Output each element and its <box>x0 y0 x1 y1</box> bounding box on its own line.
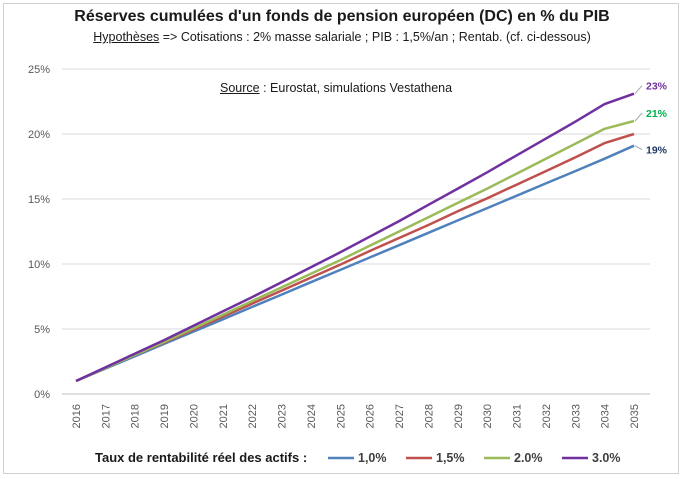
chart-frame <box>3 3 679 474</box>
source-lead: Source <box>220 81 260 95</box>
x-tick-label: 2029 <box>453 404 465 428</box>
y-tick-label: 0% <box>34 389 50 401</box>
x-tick-label: 2017 <box>100 404 112 428</box>
end-labels: 19% 21% 23% <box>634 81 668 157</box>
x-tick-label: 2028 <box>423 404 435 428</box>
legend-entry: 2.0% <box>514 451 543 465</box>
series-line <box>75 119 635 383</box>
legend: 1,0% 1,5% 2.0% 3.0% <box>328 451 621 465</box>
series-line <box>75 144 635 383</box>
x-tick-label: 2024 <box>306 404 318 428</box>
end-label: 21% <box>646 108 668 120</box>
y-tick-label: 20% <box>28 129 50 141</box>
x-tick-label: 2023 <box>277 404 289 428</box>
y-tick-label: 10% <box>28 259 50 271</box>
chart-title: Réserves cumulées d'un fonds de pension … <box>74 8 610 25</box>
x-tick-label: 2034 <box>600 404 612 428</box>
x-tick-label: 2018 <box>130 404 142 428</box>
x-tick-label: 2031 <box>512 404 524 428</box>
x-tick-labels: 2016 2017 2018 2019 2020 2021 2022 2023 2024 2025… <box>71 404 641 428</box>
x-tick-label: 2019 <box>159 404 171 428</box>
y-tick-label: 15% <box>28 194 50 206</box>
y-tick-labels: 0% 5% 10% 15% 20% 25% <box>28 64 50 401</box>
legend-entry: 1,5% <box>436 451 465 465</box>
x-tick-label: 2030 <box>482 404 494 428</box>
source-annotation: Source : Eurostat, simulations Vestathen… <box>220 81 452 95</box>
end-label: 23% <box>646 81 668 93</box>
legend-entry: 1,0% <box>358 451 387 465</box>
x-tick-label: 2016 <box>71 404 83 428</box>
end-label-leader <box>634 112 643 122</box>
y-tick-label: 5% <box>34 324 50 336</box>
end-label-leader <box>634 85 643 95</box>
x-tick-label: 2033 <box>570 404 582 428</box>
subtitle-rest: => Cotisations : 2% masse salariale ; PI… <box>159 30 591 44</box>
series-lines <box>75 92 635 383</box>
series-line <box>75 92 635 383</box>
subtitle-lead: Hypothèses <box>93 30 160 44</box>
x-tick-label: 2022 <box>247 404 259 428</box>
source-rest: : Eurostat, simulations Vestathena <box>259 81 453 95</box>
x-tick-label: 2032 <box>541 404 553 428</box>
x-tick-label: 2026 <box>365 404 377 428</box>
chart-subtitle: Hypothèses => Cotisations : 2% masse sal… <box>0 30 684 44</box>
legend-entry: 3.0% <box>592 451 621 465</box>
end-label: 19% <box>646 145 668 157</box>
x-tick-label: 2025 <box>335 404 347 428</box>
y-tick-label: 25% <box>28 64 50 76</box>
x-tick-label: 2027 <box>394 404 406 428</box>
legend-title: Taux de rentabilité réel des actifs : <box>95 450 308 465</box>
x-tick-label: 2035 <box>629 404 641 428</box>
x-tick-label: 2020 <box>188 404 200 428</box>
end-label-leader <box>634 145 643 151</box>
x-tick-label: 2021 <box>218 404 230 428</box>
